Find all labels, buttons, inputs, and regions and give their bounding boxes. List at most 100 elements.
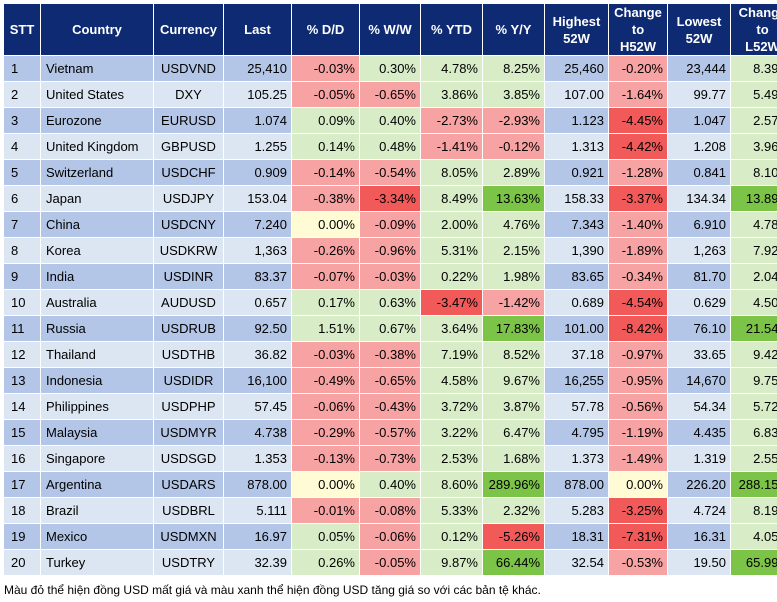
row-dd: -0.03% [291,55,360,82]
header-stt: STT [3,3,41,56]
row-dd: 0.09% [291,107,360,134]
table-row: 16 Singapore USDSGD 1.353 -0.13% -0.73% 2.53% 1… [3,445,777,472]
row-ytd: 3.86% [420,81,483,108]
row-cl52: 2.57% [730,107,777,134]
row-ch52: -1.40% [608,211,668,238]
row-yy: 289.96% [482,471,545,498]
row-currency: USDSGD [153,445,224,472]
row-stt: 1 [3,55,41,82]
row-currency: USDCHF [153,159,224,186]
row-ch52: -3.37% [608,185,668,212]
row-ww: 0.67% [359,315,421,342]
row-dd: -0.29% [291,419,360,446]
row-h52: 158.33 [544,185,609,212]
row-ww: -0.43% [359,393,421,420]
row-yy: -5.26% [482,523,545,550]
row-country: Philippines [40,393,154,420]
row-h52: 878.00 [544,471,609,498]
row-l52: 1.319 [667,445,731,472]
row-stt: 14 [3,393,41,420]
row-dd: -0.38% [291,185,360,212]
row-last: 92.50 [223,315,292,342]
header-dd: % D/D [291,3,360,56]
row-cl52: 8.39% [730,55,777,82]
row-cl52: 21.54% [730,315,777,342]
row-h52: 7.343 [544,211,609,238]
header-currency: Currency [153,3,224,56]
row-ytd: 8.05% [420,159,483,186]
row-ww: -0.03% [359,263,421,290]
table-body: 1 Vietnam USDVND 25,410 -0.03% 0.30% 4.78% 8.25… [3,55,777,576]
row-l52: 134.34 [667,185,731,212]
row-last: 105.25 [223,81,292,108]
row-yy: 13.63% [482,185,545,212]
row-yy: -1.42% [482,289,545,316]
row-currency: USDMYR [153,419,224,446]
fx-table-container: STT Country Currency Last % D/D % W/W % … [3,3,777,576]
row-country: United Kingdom [40,133,154,160]
row-country: China [40,211,154,238]
row-ww: -0.57% [359,419,421,446]
header-l52-line2: 52W [685,30,713,46]
header-ch52: Change to H52W [608,3,668,56]
row-cl52: 5.49% [730,81,777,108]
row-ytd: 3.22% [420,419,483,446]
row-cl52: 2.55% [730,445,777,472]
header-l52-line1: Lowest [676,13,722,29]
row-l52: 1.208 [667,133,731,160]
row-country: Argentina [40,471,154,498]
header-country: Country [40,3,154,56]
row-last: 1.255 [223,133,292,160]
row-cl52: 8.19% [730,497,777,524]
row-last: 57.45 [223,393,292,420]
row-stt: 12 [3,341,41,368]
row-stt: 2 [3,81,41,108]
row-country: Mexico [40,523,154,550]
row-dd: -0.01% [291,497,360,524]
row-l52: 4.435 [667,419,731,446]
row-cl52: 8.10% [730,159,777,186]
row-dd: 0.26% [291,549,360,576]
row-l52: 14,670 [667,367,731,394]
row-last: 0.909 [223,159,292,186]
row-currency: DXY [153,81,224,108]
row-stt: 20 [3,549,41,576]
row-l52: 19.50 [667,549,731,576]
row-ch52: -4.45% [608,107,668,134]
row-currency: USDKRW [153,237,224,264]
row-ytd: 0.12% [420,523,483,550]
header-ww: % W/W [359,3,421,56]
row-dd: -0.13% [291,445,360,472]
row-ytd: -1.41% [420,133,483,160]
row-h52: 1.123 [544,107,609,134]
table-row: 8 Korea USDKRW 1,363 -0.26% -0.96% 5.31% 2.15% 1… [3,237,777,264]
header-cl52-line1: Change [738,5,777,20]
header-yy: % Y/Y [482,3,545,56]
row-last: 32.39 [223,549,292,576]
row-last: 25,410 [223,55,292,82]
row-cl52: 2.04% [730,263,777,290]
row-ch52: -1.19% [608,419,668,446]
row-stt: 17 [3,471,41,498]
row-country: Japan [40,185,154,212]
table-row: 19 Mexico USDMXN 16.97 0.05% -0.06% 0.12% -5.26… [3,523,777,550]
row-last: 83.37 [223,263,292,290]
table-row: 17 Argentina USDARS 878.00 0.00% 0.40% 8.60% 28… [3,471,777,498]
row-yy: 1.68% [482,445,545,472]
row-currency: EURUSD [153,107,224,134]
row-currency: USDINR [153,263,224,290]
row-ytd: 3.72% [420,393,483,420]
table-row: 4 United Kingdom GBPUSD 1.255 0.14% 0.48% -1.4… [3,133,777,160]
row-currency: USDMXN [153,523,224,550]
row-country: United States [40,81,154,108]
row-cl52: 6.83% [730,419,777,446]
row-ytd: 0.22% [420,263,483,290]
table-row: 15 Malaysia USDMYR 4.738 -0.29% -0.57% 3.22% 6.… [3,419,777,446]
row-country: Switzerland [40,159,154,186]
row-l52: 0.629 [667,289,731,316]
row-yy: 2.15% [482,237,545,264]
row-ch52: -1.49% [608,445,668,472]
row-cl52: 4.78% [730,211,777,238]
header-h52: Highest 52W [544,3,609,56]
header-ch52-line2: to [631,22,645,37]
